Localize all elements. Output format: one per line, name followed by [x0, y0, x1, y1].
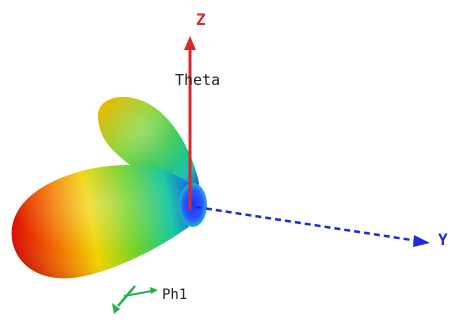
phi-label: Ph1: [162, 287, 188, 303]
x-axis: [112, 285, 158, 314]
pattern-origin-core: [179, 183, 207, 227]
y-axis-label: Y: [438, 230, 448, 249]
y-axis: [195, 205, 430, 247]
z-axis-label: Z: [196, 10, 206, 29]
z-axis: [184, 36, 196, 210]
main-lobe: [11, 165, 205, 279]
theta-label: Theta: [175, 71, 221, 89]
